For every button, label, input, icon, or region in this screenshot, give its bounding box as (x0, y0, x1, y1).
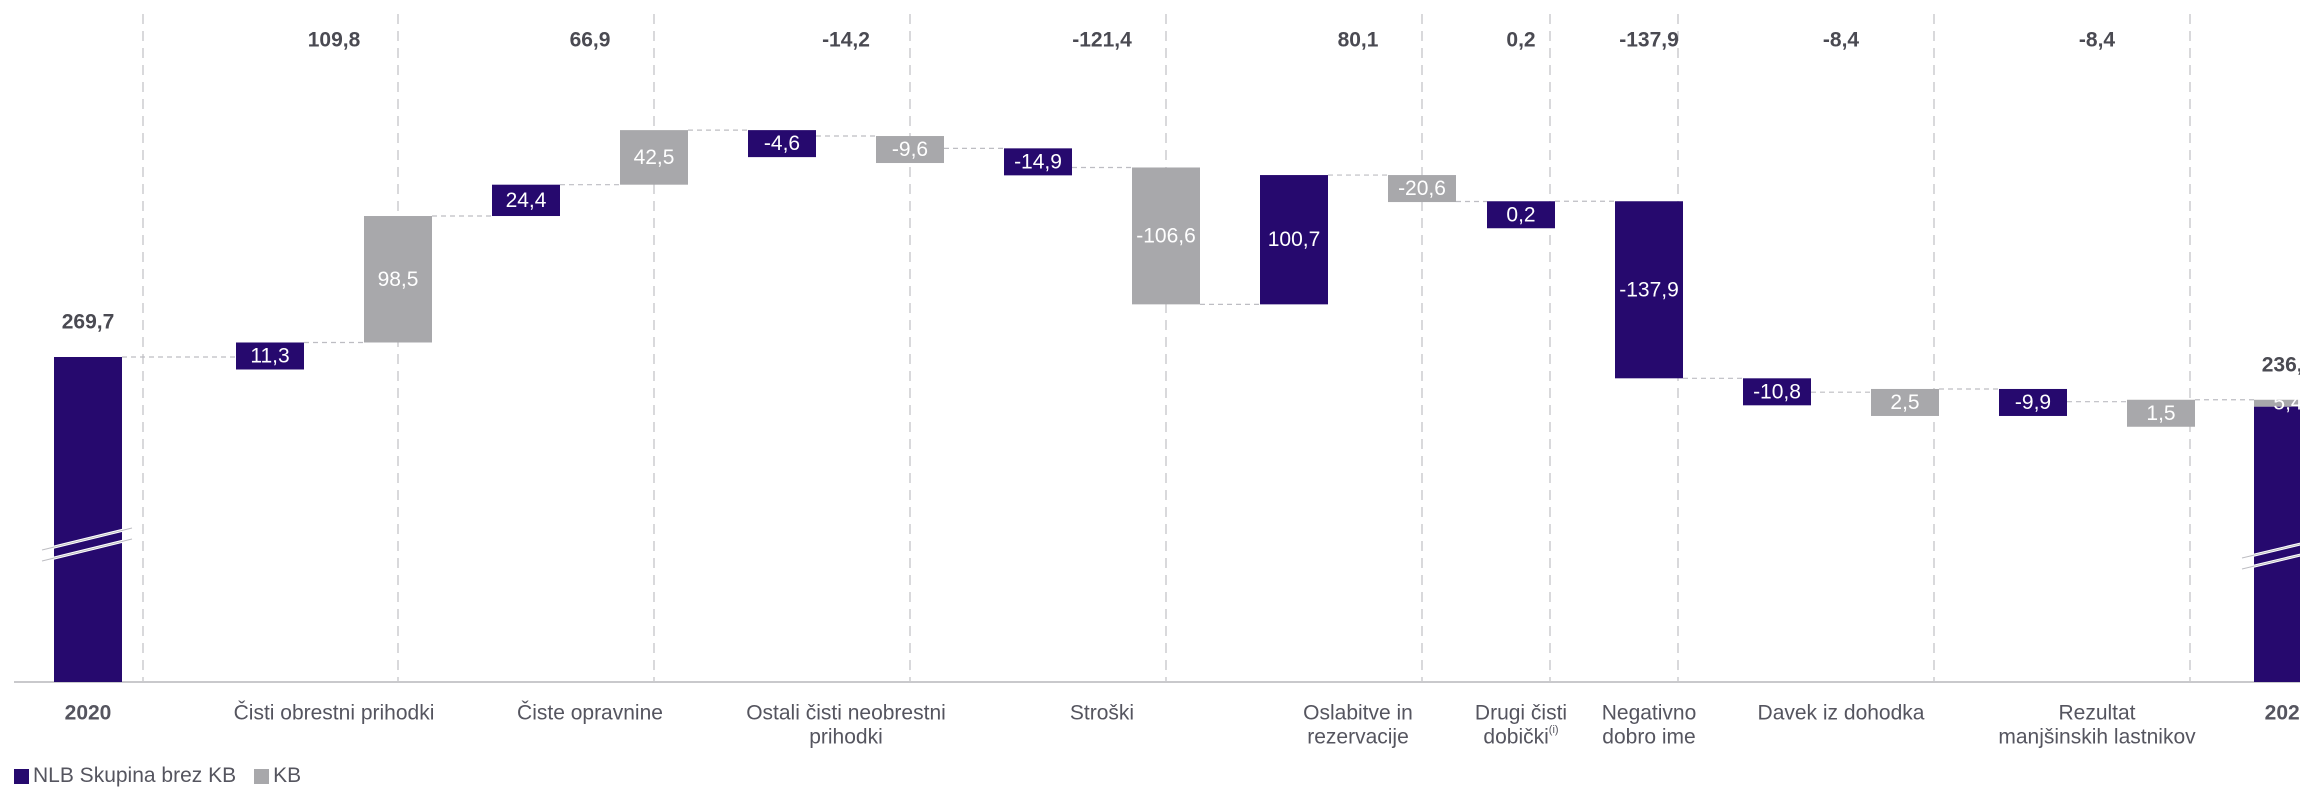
bar-6-0 (1615, 201, 1683, 379)
category-label-2-0: Ostali čisti neobrestni (746, 702, 946, 725)
group-total-2: -14,2 (822, 29, 870, 52)
category-label-6-1: dobro ime (1602, 726, 1695, 749)
data-label-1-0: 24,4 (506, 189, 547, 212)
bar-3-1 (1132, 167, 1200, 305)
category-label-4-0: Oslabitve in (1303, 702, 1413, 725)
bar-2-0 (748, 130, 816, 158)
data-label-8-0: -9,9 (2015, 391, 2051, 414)
data-label-end-kb: 5,4 (2273, 392, 2300, 415)
bar-1-0 (492, 184, 560, 217)
bar-8-0 (1999, 388, 2067, 416)
bar-5-0 (1487, 201, 1555, 229)
category-label-7-0: Davek iz dohodka (1758, 702, 1925, 725)
category-label-0-0: Čisti obrestni prihodki (234, 702, 435, 725)
group-total-5: 0,2 (1506, 29, 1535, 52)
legend-swatch-nlb (14, 768, 29, 784)
legend-item-nlb: NLB Skupina brez KB (14, 764, 236, 788)
bar-1-1 (620, 130, 688, 185)
category-label-5-1: dobički(i) (1483, 724, 1558, 749)
data-label-0-0: 11,3 (250, 344, 289, 367)
category-label-2021: 2021 (2265, 702, 2300, 725)
bar-8-1 (2127, 399, 2195, 427)
data-label-2-1: -9,6 (892, 138, 928, 161)
axis-break-end-c (2241, 543, 2300, 559)
axis-break-end-d (2241, 554, 2300, 570)
bar-7-0 (1743, 378, 1811, 406)
legend-label-nlb: NLB Skupina brez KB (33, 764, 237, 787)
category-label-8-1: manjšinskih lastnikov (1998, 726, 2196, 749)
waterfall-chart: 269,7 2020 11,3 98,5 109,8 Čisti obrestni pri… (14, 14, 2300, 749)
group-total-4: 80,1 (1338, 29, 1379, 52)
bar-end-nlb (2254, 406, 2300, 682)
group-total-7: -8,4 (1823, 29, 1860, 52)
axis-break-start-c (41, 527, 133, 551)
data-label-8-1: 1,5 (2146, 402, 2175, 425)
legend-swatch-kb (254, 768, 270, 784)
category-label-2020: 2020 (65, 702, 112, 725)
data-label-7-0: -10,8 (1753, 380, 1801, 403)
group-total-6: -137,9 (1619, 29, 1679, 52)
bar-3-0 (1004, 148, 1072, 176)
bar-end-kb (2254, 399, 2300, 407)
category-label-3-0: Stroški (1070, 702, 1134, 725)
data-label-0-1: 98,5 (378, 268, 419, 291)
group-total-1: 66,9 (570, 29, 611, 52)
data-label-6-0: -137,9 (1619, 278, 1679, 301)
category-label-8-0: Rezultat (2058, 702, 2135, 725)
category-label-2-1: prihodki (809, 726, 883, 749)
bar-7-1 (1871, 388, 1939, 416)
group-total-0: 109,8 (308, 29, 361, 52)
data-label-3-0: -14,9 (1014, 150, 1062, 173)
legend-label-kb: KB (273, 764, 302, 787)
data-label-7-1: 2,5 (1890, 391, 1919, 414)
axis-break-start-d (41, 538, 133, 562)
legend-item-kb: KB (254, 764, 301, 788)
data-label-4-0: 100,7 (1268, 228, 1321, 251)
bar-4-1 (1388, 175, 1456, 203)
bar-4-0 (1260, 175, 1328, 305)
category-label-6-0: Negativno (1602, 702, 1697, 725)
bar-0-1 (364, 216, 432, 343)
total-label-2020: 269,7 (62, 311, 115, 334)
data-label-4-1: -20,6 (1398, 177, 1446, 200)
data-label-2-0: -4,6 (764, 132, 800, 155)
data-label-1-1: 42,5 (634, 146, 675, 169)
category-label-1-0: Čiste opravnine (517, 702, 663, 725)
legend: NLB Skupina brez KB KB (14, 763, 319, 789)
group-total-8: -8,4 (2079, 29, 2116, 52)
category-label-4-1: rezervacije (1307, 726, 1409, 749)
bar-2-1 (876, 136, 944, 164)
data-label-5-0: 0,2 (1506, 203, 1535, 226)
bar-start-2020 (54, 357, 122, 682)
category-label-5-0: Drugi čisti (1475, 702, 1567, 725)
total-label-2021: 236,4 (2262, 353, 2300, 376)
bar-0-0 (236, 342, 304, 370)
group-total-3: -121,4 (1072, 29, 1132, 52)
data-label-3-1: -106,6 (1136, 224, 1196, 247)
